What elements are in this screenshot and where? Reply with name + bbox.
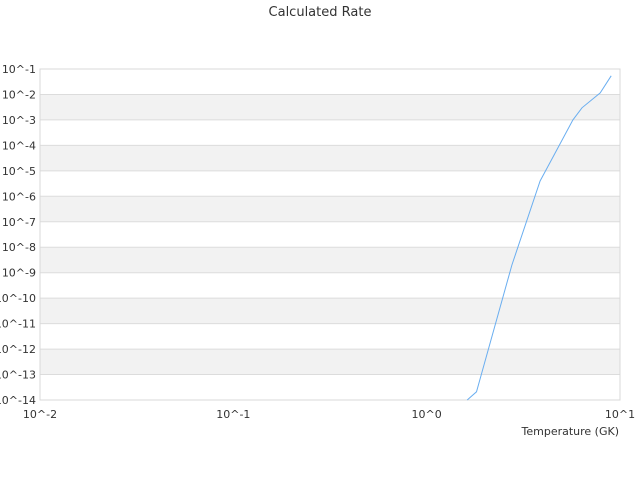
series-line	[466, 75, 612, 401]
grid-band	[40, 145, 620, 171]
y-tick-label: 10^-3	[2, 114, 36, 127]
grid-bands	[40, 94, 620, 375]
y-tick-label: 10^-9	[2, 267, 36, 280]
y-tick-label: 10^-1	[2, 63, 36, 76]
grid-band	[40, 94, 620, 120]
y-tick-label: 10^-14	[0, 394, 36, 407]
y-tick-label: 10^-10	[0, 292, 36, 305]
x-tick-label: 10^-2	[23, 408, 57, 421]
y-tick-labels: 10^-1 10^-2 10^-3 10^-4 10^-5 10^-6 10^-7 10^-8…	[0, 63, 36, 407]
plot-frame	[39, 68, 621, 401]
x-axis-label: Temperature (GK)	[521, 425, 620, 438]
chart-title: Calculated Rate	[269, 5, 372, 20]
y-tick-label: 10^-13	[0, 369, 36, 382]
x-tick-label: 10^0	[412, 408, 442, 421]
grid-band	[40, 349, 620, 375]
y-tick-label: 10^-7	[2, 216, 36, 229]
y-tick-label: 10^-11	[0, 318, 36, 331]
x-tick-label: 10^1	[605, 408, 635, 421]
y-tick-label: 10^-12	[0, 343, 36, 356]
y-tick-label: 10^-8	[2, 241, 36, 254]
series-layer	[466, 75, 612, 401]
y-tick-label: 10^-4	[2, 139, 36, 152]
x-tick-label: 10^-1	[216, 408, 250, 421]
y-tick-label: 10^-2	[2, 88, 36, 101]
x-tick-labels: 10^-2 10^-1 10^0 10^1	[23, 408, 635, 421]
grid-band	[40, 298, 620, 324]
y-tick-label: 10^-5	[2, 165, 36, 178]
grid-band	[40, 247, 620, 273]
grid-band	[40, 196, 620, 222]
y-tick-label: 10^-6	[2, 190, 36, 203]
